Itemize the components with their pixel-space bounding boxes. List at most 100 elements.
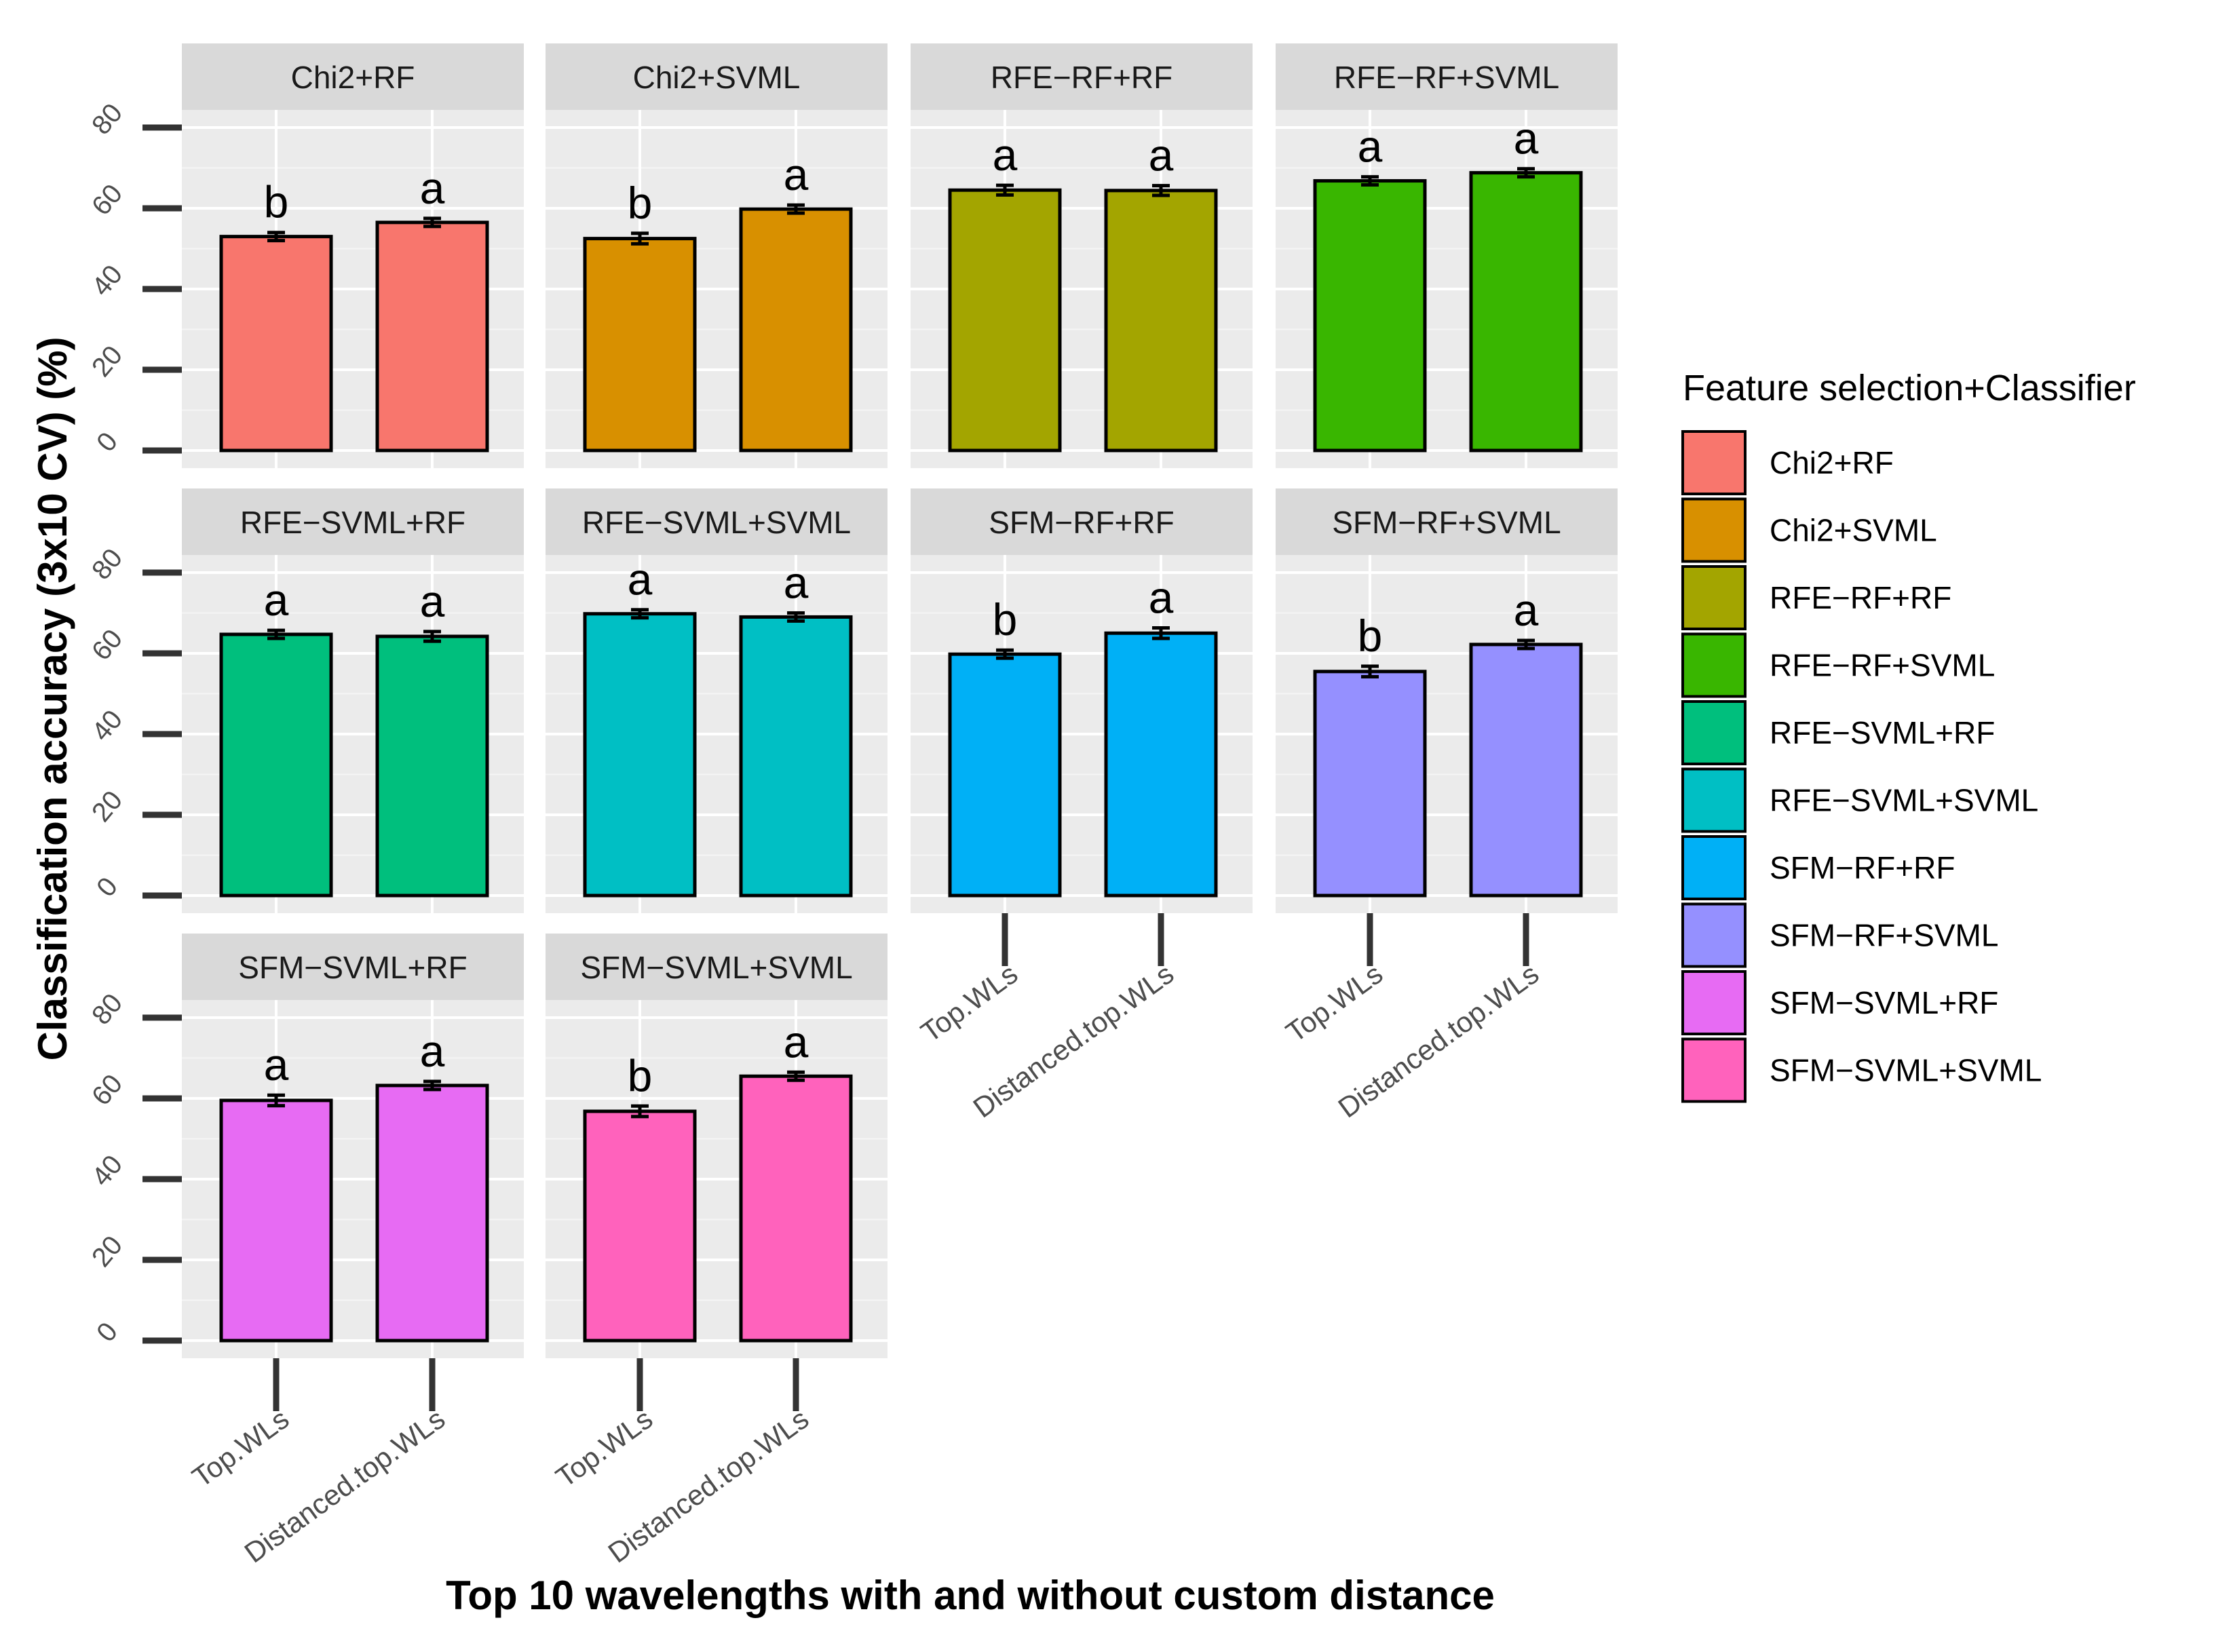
legend-label: SFM−RF+SVML (1770, 918, 1998, 953)
legend-title: Feature selection+Classifier (1683, 368, 2136, 408)
facet-title: SFM−RF+RF (989, 505, 1174, 540)
significance-letter: b (1358, 611, 1383, 661)
facet-title: Chi2+RF (291, 60, 415, 95)
legend-label: RFE−SVML+SVML (1770, 783, 2038, 818)
legend-label: SFM−RF+RF (1770, 850, 1955, 885)
facet-strip (182, 43, 524, 110)
significance-letter: a (420, 1026, 445, 1076)
facet-title: RFE−RF+SVML (1334, 60, 1559, 95)
legend-key (1681, 970, 1747, 1035)
facet-panel: RFE−RF+SVML a a (1276, 43, 1618, 468)
legend-key (1681, 902, 1747, 968)
significance-letter: b (993, 594, 1018, 645)
panels-layer: Chi2+RF 0 20 40 60 80 b a Chi2+SVML b a RFE−RF+RF a a… (86, 43, 1618, 1569)
facet-strip (546, 488, 888, 555)
legend-label: Chi2+RF (1770, 445, 1894, 480)
significance-letter: a (264, 575, 289, 625)
y-tick-label: 0 (91, 427, 123, 457)
legend-key (1681, 632, 1747, 698)
x-tick-label: Top.WLs (915, 957, 1023, 1048)
significance-letter: a (784, 558, 809, 608)
facet-strip (1276, 43, 1618, 110)
significance-letter: b (264, 177, 289, 227)
y-tick-label: 0 (91, 872, 123, 902)
bar (375, 220, 489, 453)
legend-key (1681, 767, 1747, 833)
bar (219, 235, 333, 453)
facet-title: SFM−RF+SVML (1332, 505, 1561, 540)
legend-key (1681, 1037, 1747, 1103)
significance-letter: a (264, 1039, 289, 1090)
y-tick-label: 40 (86, 704, 128, 746)
bar (948, 652, 1062, 898)
bar (583, 1109, 697, 1343)
bar (739, 615, 853, 898)
significance-letter: a (1149, 130, 1174, 180)
y-tick-label: 20 (86, 340, 128, 382)
y-tick-label: 60 (86, 1069, 128, 1111)
bar (1469, 642, 1583, 898)
facet-panel: RFE−SVML+SVML a a (546, 488, 888, 913)
legend-label: SFM−SVML+SVML (1770, 1053, 2042, 1088)
facet-panel: RFE−RF+RF a a (911, 43, 1253, 468)
significance-letter: a (784, 1016, 809, 1067)
x-tick-label: Top.WLs (550, 1402, 658, 1493)
y-tick-label: 60 (86, 178, 128, 220)
y-tick-label: 40 (86, 1149, 128, 1191)
significance-letter: b (628, 178, 653, 228)
significance-letter: a (993, 130, 1018, 180)
bar (583, 612, 697, 898)
significance-letter: a (784, 149, 809, 199)
x-tick-label: Top.WLs (1280, 957, 1388, 1048)
facet-strip (546, 43, 888, 110)
legend-key (1681, 565, 1747, 630)
facet-title: SFM−SVML+SVML (580, 950, 852, 985)
bar (739, 207, 853, 453)
y-tick-label: 40 (86, 259, 128, 301)
facet-panel: RFE−SVML+RF 0 20 40 60 80 a a (86, 488, 524, 913)
x-axis-title: Top 10 wavelengths with and without cust… (446, 1573, 1495, 1618)
legend: Feature selection+Classifier Chi2+RF Chi2+… (1681, 368, 2136, 1103)
facet-strip (182, 488, 524, 555)
facet-panel: Chi2+RF 0 20 40 60 80 b a (86, 43, 524, 468)
legend-label: RFE−RF+RF (1770, 580, 1951, 615)
legend-key (1681, 430, 1747, 495)
legend-key (1681, 835, 1747, 900)
facet-title: RFE−RF+RF (991, 60, 1172, 95)
legend-label: RFE−SVML+RF (1770, 715, 1995, 750)
legend-key (1681, 700, 1747, 765)
facet-title: SFM−SVML+RF (238, 950, 467, 985)
x-tick-label: Top.WLs (186, 1402, 294, 1493)
significance-letter: b (628, 1050, 653, 1100)
facet-strip (182, 934, 524, 1000)
facet-strip (1276, 488, 1618, 555)
y-tick-label: 80 (86, 543, 128, 585)
y-tick-label: 0 (91, 1317, 123, 1347)
facet-strip (911, 488, 1253, 555)
y-tick-label: 20 (86, 1230, 128, 1272)
legend-label: Chi2+SVML (1770, 513, 1937, 548)
bar (583, 237, 697, 453)
significance-letter: a (628, 554, 653, 604)
facet-title: RFE−SVML+SVML (582, 505, 851, 540)
significance-letter: a (420, 576, 445, 626)
bar (219, 632, 333, 898)
bar (948, 188, 1062, 453)
facet-strip (911, 43, 1253, 110)
legend-label: RFE−RF+SVML (1770, 648, 1995, 683)
y-tick-label: 80 (86, 98, 128, 140)
y-tick-label: 20 (86, 785, 128, 827)
bar (219, 1098, 333, 1343)
facet-strip (546, 934, 888, 1000)
y-tick-label: 80 (86, 988, 128, 1030)
significance-letter: a (1149, 573, 1174, 623)
bar (1104, 189, 1218, 453)
facet-title: RFE−SVML+RF (240, 505, 465, 540)
bar (1104, 631, 1218, 898)
bar (375, 634, 489, 898)
